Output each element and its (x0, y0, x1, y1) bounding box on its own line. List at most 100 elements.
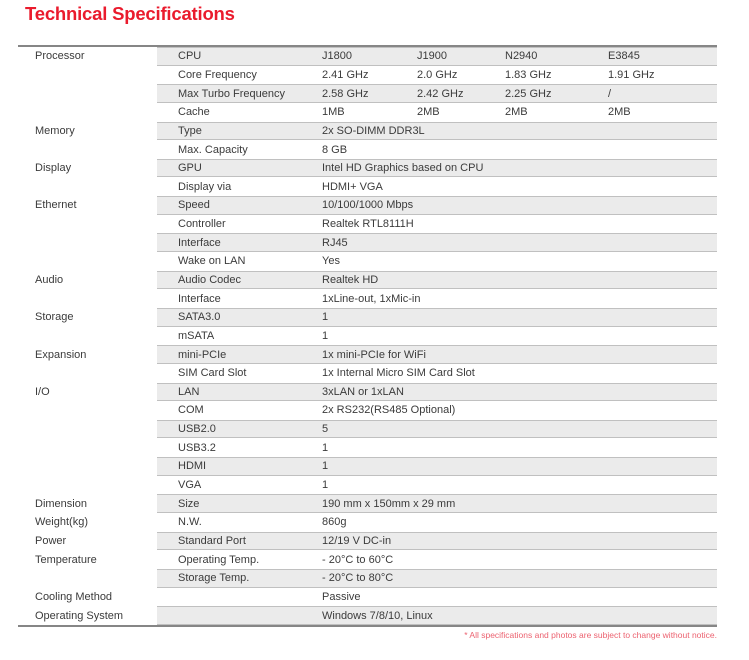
category-cell (18, 438, 157, 457)
category-cell: Expansion (35, 348, 87, 361)
spec-cells: Display via HDMI+ VGA (157, 177, 717, 196)
attribute-cell: Max. Capacity (178, 143, 248, 156)
category-cell (18, 215, 157, 234)
value-cell: 1x mini-PCIe for WiFi (322, 348, 426, 361)
value-cell: - 20°C to 60°C (322, 553, 394, 566)
spec-cells: VGA 1 (157, 476, 717, 495)
table-row: Cooling Method Passive (18, 588, 717, 607)
spec-cells: Interface 1xLine-out, 1xMic-in (157, 289, 717, 308)
attribute-cell: Interface (178, 236, 221, 249)
category-cell (18, 66, 157, 85)
table-row: Storage SATA3.0 1 (18, 307, 717, 327)
spec-cells: Wake on LAN Yes (157, 252, 717, 271)
value-cell: 2.41 GHz (322, 68, 369, 81)
attribute-cell: VGA (178, 479, 202, 492)
category-cell (18, 177, 157, 196)
attribute-cell: Max Turbo Frequency (178, 87, 285, 100)
category-cell (18, 289, 157, 308)
value-cell: RJ45 (322, 236, 348, 249)
value-cell: - 20°C to 80°C (322, 572, 394, 585)
spec-cells: Windows 7/8/10, Linux (157, 606, 717, 625)
attribute-cell: Core Frequency (178, 68, 257, 81)
spec-cells: Storage Temp. - 20°C to 80°C (157, 568, 717, 588)
table-row: Power Standard Port 12/19 V DC-in (18, 531, 717, 551)
attribute-cell: USB3.2 (178, 441, 216, 454)
category-cell (18, 252, 157, 271)
attribute-cell: Display via (178, 180, 232, 193)
value-cell: 190 mm x 150mm x 29 mm (322, 497, 456, 510)
category-cell: Ethernet (35, 199, 77, 212)
value-cell: / (608, 87, 612, 100)
spec-table-body: Processor CPU J1800 J1900 N2940 E3845 Core Fre… (18, 47, 717, 625)
value-cell: 1 (322, 329, 329, 342)
value-cell: HDMI+ VGA (322, 180, 383, 193)
table-row: USB2.0 5 (18, 419, 717, 439)
attribute-cell: mini-PCIe (178, 348, 227, 361)
attribute-cell: SATA3.0 (178, 311, 221, 324)
table-row: Audio Audio Codec Realtek HD (18, 270, 717, 290)
spec-cells: Interface RJ45 (157, 233, 717, 253)
category-cell (18, 327, 157, 346)
table-row: Storage Temp. - 20°C to 80°C (18, 568, 717, 588)
value-cell: 10/100/1000 Mbps (322, 199, 414, 212)
value-cell: 1 (322, 311, 329, 324)
attribute-cell: Audio Codec (178, 274, 241, 286)
value-cell: Realtek HD (322, 274, 379, 286)
category-cell: Storage (35, 311, 74, 324)
category-cell: Operating System (35, 609, 124, 622)
category-cell (18, 84, 157, 103)
spec-cells: GPU Intel HD Graphics based on CPU (157, 158, 717, 178)
value-cell: 1.91 GHz (608, 68, 655, 81)
table-row: I/O LAN 3xLAN or 1xLAN (18, 382, 717, 402)
attribute-cell: N.W. (178, 516, 202, 529)
category-cell (18, 140, 157, 159)
spec-cells: HDMI 1 (157, 457, 717, 476)
table-row: Max Turbo Frequency 2.58 GHz 2.42 GHz 2.25 … (18, 84, 717, 103)
category-cell (18, 457, 157, 476)
attribute-cell: mSATA (178, 329, 215, 342)
category-cell (18, 364, 157, 383)
category-cell: Cooling Method (35, 590, 113, 603)
value-cell: Intel HD Graphics based on CPU (322, 162, 484, 175)
spec-cells: Size 190 mm x 150mm x 29 mm (157, 494, 717, 514)
attribute-cell: Storage Temp. (178, 572, 250, 585)
category-cell: Dimension (35, 497, 87, 510)
value-cell: 2x RS232(RS485 Optional) (322, 404, 456, 417)
attribute-cell: Speed (178, 199, 210, 212)
value-cell: 2.42 GHz (417, 87, 464, 100)
table-row: Display via HDMI+ VGA (18, 177, 717, 196)
value-cell: 2x SO-DIMM DDR3L (322, 124, 425, 137)
attribute-cell: SIM Card Slot (178, 367, 247, 380)
spec-cells: mSATA 1 (157, 327, 717, 346)
table-row: Temperature Operating Temp. - 20°C to 60°C (18, 550, 717, 569)
table-row: Wake on LAN Yes (18, 252, 717, 271)
spec-cells: Max. Capacity 8 GB (157, 140, 717, 159)
attribute-cell: Cache (178, 106, 210, 119)
value-cell: J1900 (417, 50, 447, 63)
spec-cells: Cache 1MB 2MB 2MB 2MB (157, 103, 717, 122)
spec-cells: Max Turbo Frequency 2.58 GHz 2.42 GHz 2.25 … (157, 84, 717, 103)
category-cell: Memory (35, 124, 75, 137)
value-cell: Yes (322, 255, 340, 268)
attribute-cell: HDMI (178, 460, 207, 473)
value-cell: 8 GB (322, 143, 348, 156)
value-cell: 2MB (505, 106, 528, 119)
value-cell: 5 (322, 423, 329, 436)
value-cell: E3845 (608, 50, 640, 63)
table-row: Ethernet Speed 10/100/1000 Mbps (18, 196, 717, 215)
spec-cells: mini-PCIe 1x mini-PCIe for WiFi (157, 345, 717, 364)
value-cell: Windows 7/8/10, Linux (322, 609, 433, 622)
table-row: Cache 1MB 2MB 2MB 2MB (18, 103, 717, 122)
attribute-cell: USB2.0 (178, 423, 216, 436)
attribute-cell: Type (178, 124, 202, 137)
value-cell: 12/19 V DC-in (322, 534, 392, 547)
value-cell: 1x Internal Micro SIM Card Slot (322, 367, 475, 380)
spec-cells: Passive (157, 588, 717, 607)
table-row: Expansion mini-PCIe 1x mini-PCIe for WiFi (18, 345, 717, 364)
spec-cells: Controller Realtek RTL8111H (157, 215, 717, 234)
spec-cells: LAN 3xLAN or 1xLAN (157, 382, 717, 402)
attribute-cell: Wake on LAN (178, 255, 246, 268)
spec-cells: N.W. 860g (157, 513, 717, 532)
category-cell (18, 476, 157, 495)
value-cell: 1MB (322, 106, 345, 119)
